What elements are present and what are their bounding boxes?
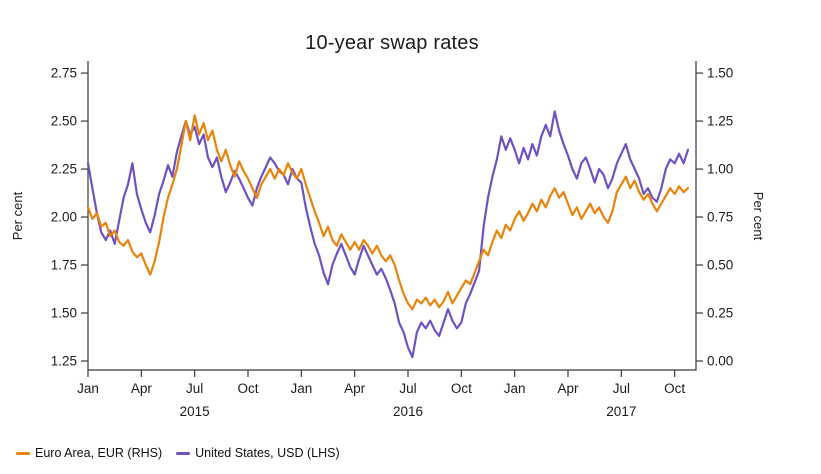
svg-text:Oct: Oct: [664, 381, 685, 396]
svg-text:1.50: 1.50: [707, 66, 733, 81]
svg-text:Jan: Jan: [290, 381, 312, 396]
svg-text:2.00: 2.00: [51, 210, 77, 225]
svg-text:1.25: 1.25: [51, 353, 77, 368]
svg-text:2017: 2017: [606, 404, 636, 419]
svg-text:1.00: 1.00: [707, 162, 733, 177]
chart-title: 10-year swap rates: [305, 32, 479, 54]
legend-label-united-states: United States, USD (LHS): [195, 446, 340, 460]
plot-area: 2.75 2.50 2.25 2.00 1.75 1.50 1.25 1.50 1.25 1.00…: [51, 61, 733, 419]
euro-area-line-swatch: [16, 451, 30, 455]
svg-text:0.75: 0.75: [707, 210, 733, 225]
svg-text:1.25: 1.25: [707, 114, 733, 129]
svg-text:2.50: 2.50: [51, 114, 77, 129]
svg-text:Apr: Apr: [557, 381, 579, 396]
svg-text:2015: 2015: [180, 404, 210, 419]
svg-text:Apr: Apr: [131, 381, 153, 396]
legend-item-euro-area: Euro Area, EUR (RHS): [16, 446, 162, 460]
united-states-line-swatch: [176, 451, 191, 455]
svg-text:Jul: Jul: [613, 381, 630, 396]
svg-text:1.75: 1.75: [51, 258, 77, 273]
svg-text:2.75: 2.75: [51, 66, 77, 81]
legend: Euro Area, EUR (RHS) United States, USD …: [16, 446, 340, 460]
svg-text:2.25: 2.25: [51, 162, 77, 177]
svg-text:Jul: Jul: [399, 381, 416, 396]
svg-text:0.00: 0.00: [707, 353, 733, 368]
legend-label-euro-area: Euro Area, EUR (RHS): [35, 446, 163, 460]
svg-text:2016: 2016: [393, 404, 423, 419]
svg-text:Oct: Oct: [237, 381, 258, 396]
svg-text:1.50: 1.50: [51, 305, 77, 320]
svg-text:0.25: 0.25: [707, 305, 733, 320]
svg-text:Oct: Oct: [451, 381, 472, 396]
legend-item-united-states: United States, USD (LHS): [176, 446, 340, 460]
svg-text:0.50: 0.50: [707, 258, 733, 273]
svg-text:Jan: Jan: [504, 381, 526, 396]
svg-text:Jan: Jan: [77, 381, 99, 396]
svg-text:Jul: Jul: [186, 381, 203, 396]
svg-text:Apr: Apr: [344, 381, 366, 396]
